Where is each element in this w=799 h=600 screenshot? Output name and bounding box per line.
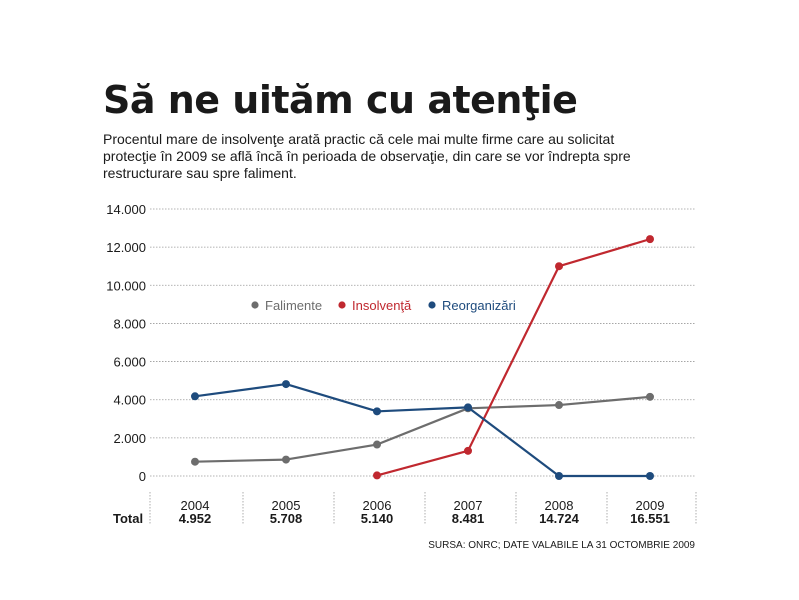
data-point-insolventa (555, 262, 563, 271)
x-tick-label: 2008 (545, 498, 574, 513)
legend-label-falimente: Falimente (265, 298, 322, 313)
y-tick-label: 12.000 (106, 240, 146, 255)
y-axis-tick-labels: 0 2.000 4.000 6.000 8.000 10.000 12.000 14.000 (106, 202, 146, 484)
data-point-falimente (282, 455, 290, 464)
data-point-insolventa (646, 235, 654, 244)
total-value: 5.708 (270, 511, 303, 526)
data-point-falimente (191, 457, 199, 466)
legend: Falimente Insolvenţă Reorganizări (251, 298, 516, 313)
legend-marker-reorganizari (428, 301, 436, 309)
x-tick-label: 2006 (363, 498, 392, 513)
totals-row: Total 4.952 5.708 5.140 8.481 14.724 16.551 (113, 511, 670, 526)
data-point-reorganizari (282, 380, 290, 389)
data-point-reorganizari (646, 472, 654, 480)
legend-label-reorganizari: Reorganizări (442, 298, 516, 313)
total-value: 16.551 (630, 511, 670, 526)
x-tick-label: 2005 (272, 498, 301, 513)
y-tick-label: 14.000 (106, 202, 146, 217)
series-line-reorganizari (194, 382, 650, 478)
data-point-insolventa (464, 446, 472, 455)
y-tick-label: 10.000 (106, 278, 146, 293)
total-value: 5.140 (361, 511, 394, 526)
data-point-reorganizari (555, 472, 563, 480)
series-line-falimente (194, 395, 651, 463)
x-tick-label: 2009 (636, 498, 665, 513)
data-point-reorganizari (464, 403, 472, 412)
x-axis-tick-labels: 2004 2005 2006 2007 2008 2009 (181, 498, 665, 513)
data-point-falimente (646, 392, 654, 401)
series-line-insolventa (376, 238, 651, 477)
page-subtitle: Procentul mare de insolvenţe arată pract… (103, 131, 631, 181)
source-note: SURSA: ONRC; DATE VALABILE LA 31 OCTOMBR… (428, 540, 695, 551)
y-tick-label: 8.000 (113, 316, 146, 331)
total-value: 8.481 (452, 511, 485, 526)
total-value: 14.724 (539, 511, 580, 526)
x-tick-label: 2004 (181, 498, 210, 513)
y-tick-label: 4.000 (113, 393, 146, 408)
data-point-falimente (555, 401, 563, 410)
series-layer (191, 235, 654, 480)
y-tick-label: 0 (139, 469, 146, 484)
data-point-falimente (373, 440, 381, 449)
legend-marker-insolventa (338, 301, 346, 309)
x-tick-label: 2007 (454, 498, 483, 513)
data-point-insolventa (373, 471, 381, 480)
total-value: 4.952 (179, 511, 212, 526)
data-point-reorganizari (191, 392, 199, 401)
data-point-reorganizari (373, 407, 381, 416)
y-tick-label: 2.000 (113, 431, 146, 446)
totals-label: Total (113, 511, 143, 526)
legend-marker-falimente (251, 301, 259, 309)
legend-label-insolventa: Insolvenţă (352, 298, 412, 313)
page-title: Să ne uităm cu atenţie (103, 78, 578, 122)
y-tick-label: 6.000 (113, 355, 146, 370)
